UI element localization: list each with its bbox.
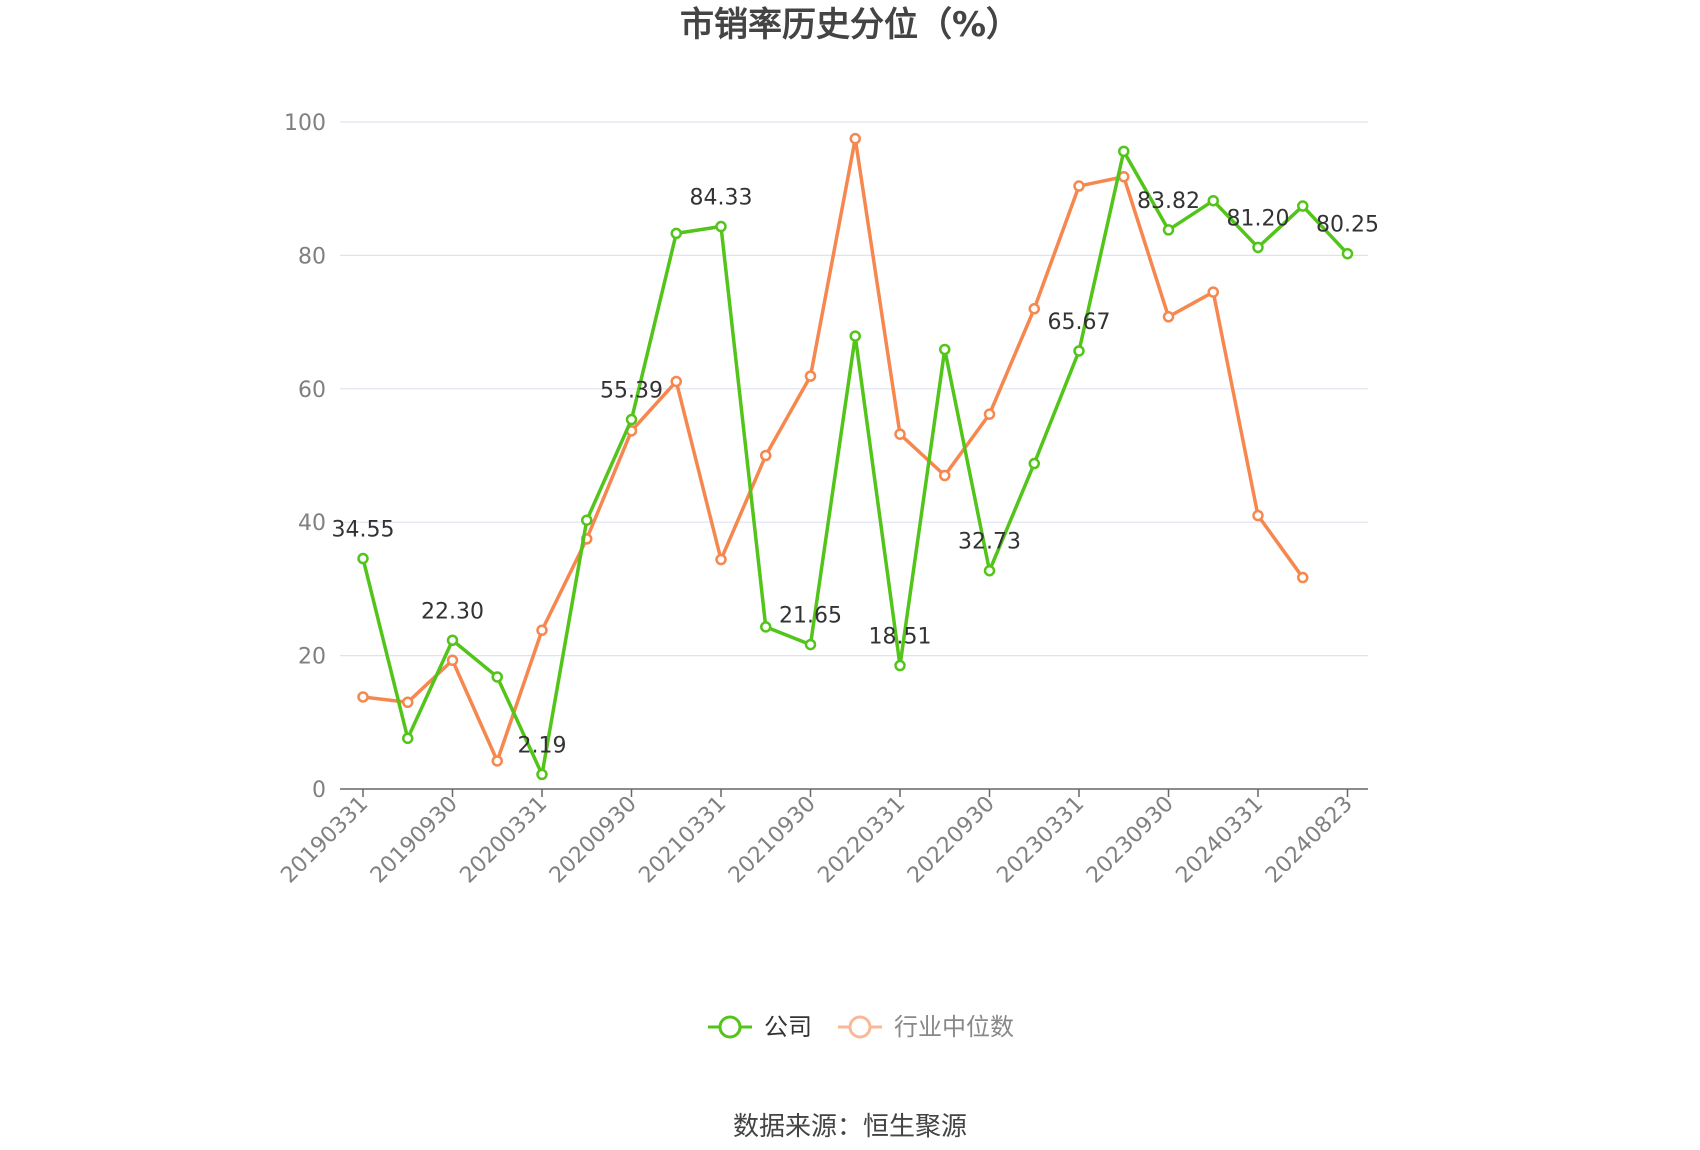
- x-tick-label: 20220331: [813, 792, 910, 889]
- x-tick-label: 20230930: [1082, 792, 1179, 889]
- data-point[interactable]: [894, 659, 906, 672]
- data-point[interactable]: [849, 330, 861, 342]
- series-layer: [357, 132, 1354, 781]
- data-point[interactable]: [402, 696, 414, 709]
- legend-item-company[interactable]: 公司: [708, 1013, 812, 1041]
- legend: 公司 行业中位数: [708, 1013, 1014, 1041]
- series-0: [357, 145, 1354, 781]
- series-line: [361, 149, 1349, 777]
- data-point[interactable]: [849, 132, 861, 145]
- data-label: 22.30: [421, 599, 484, 624]
- data-point[interactable]: [804, 638, 817, 651]
- data-point[interactable]: [1073, 345, 1085, 357]
- data-point[interactable]: [1028, 457, 1040, 470]
- y-axis-ticks: 0 20 40 60 80 100: [284, 111, 326, 803]
- y-tick-label: 40: [298, 511, 326, 536]
- data-point[interactable]: [1341, 247, 1354, 260]
- data-point[interactable]: [402, 732, 414, 745]
- data-point[interactable]: [670, 375, 682, 388]
- chart-title: 市销率历史分位（%）: [680, 5, 1020, 45]
- y-tick-label: 60: [298, 378, 326, 403]
- data-label: 83.82: [1137, 189, 1200, 214]
- data-point[interactable]: [1073, 180, 1085, 192]
- data-point[interactable]: [939, 469, 951, 482]
- x-tick-label: 20220930: [903, 792, 1000, 889]
- x-tick-label: 20200331: [455, 792, 552, 889]
- data-point[interactable]: [1118, 145, 1130, 158]
- legend-item-industry-median[interactable]: 行业中位数: [838, 1013, 1014, 1041]
- data-point[interactable]: [894, 428, 906, 440]
- data-point[interactable]: [1207, 286, 1219, 298]
- data-label: 34.55: [332, 518, 395, 543]
- data-point[interactable]: [625, 413, 638, 426]
- data-point[interactable]: [1297, 571, 1309, 584]
- data-label: 65.67: [1048, 310, 1111, 335]
- series-line: [362, 136, 1305, 763]
- data-point[interactable]: [1162, 224, 1175, 236]
- legend-company-label: 公司: [764, 1013, 812, 1041]
- x-tick-label: 20230331: [992, 792, 1089, 889]
- y-tick-label: 0: [312, 778, 326, 803]
- data-point[interactable]: [536, 768, 548, 781]
- data-label: 21.65: [779, 604, 842, 629]
- data-point[interactable]: [760, 621, 772, 633]
- data-point[interactable]: [491, 671, 503, 683]
- source-note: 数据来源：恒生聚源: [733, 1112, 967, 1142]
- x-axis: 2019033120190930202003312020093020210331…: [276, 788, 1368, 889]
- data-point[interactable]: [804, 370, 817, 382]
- y-tick-label: 100: [284, 111, 326, 136]
- data-point[interactable]: [760, 449, 772, 462]
- data-point[interactable]: [446, 634, 459, 647]
- data-point[interactable]: [581, 514, 593, 526]
- legend-industry-label: 行业中位数: [894, 1013, 1014, 1041]
- data-label: 84.33: [690, 186, 753, 211]
- legend-industry-marker: [848, 1015, 872, 1039]
- data-point[interactable]: [536, 624, 548, 637]
- data-point[interactable]: [446, 654, 459, 667]
- data-point[interactable]: [1162, 311, 1175, 323]
- data-point[interactable]: [939, 343, 951, 356]
- x-tick-label: 20240331: [1171, 792, 1268, 889]
- data-point[interactable]: [715, 220, 727, 233]
- data-point[interactable]: [983, 564, 996, 577]
- data-point[interactable]: [491, 755, 503, 767]
- data-label: 18.51: [869, 625, 932, 650]
- x-tick-label: 20190331: [276, 792, 373, 889]
- data-point[interactable]: [357, 552, 369, 565]
- gridlines: [340, 121, 1368, 657]
- data-point[interactable]: [1252, 509, 1264, 522]
- x-tick-label: 20210930: [724, 792, 821, 889]
- y-tick-label: 20: [298, 645, 326, 670]
- data-point[interactable]: [715, 553, 727, 566]
- data-point[interactable]: [1297, 200, 1309, 212]
- x-tick-label: 20240823: [1261, 792, 1358, 889]
- data-labels: 34.55 22.30 2.19 55.39 84.33 21.65 18.51 32.73 6…: [332, 186, 1379, 759]
- data-point[interactable]: [670, 227, 682, 240]
- x-tick-label: 20210331: [634, 792, 731, 889]
- data-label: 81.20: [1227, 206, 1290, 231]
- x-tick-label: 20200930: [545, 792, 642, 889]
- data-label: 2.19: [518, 733, 567, 758]
- data-point[interactable]: [1028, 303, 1040, 315]
- data-point[interactable]: [983, 408, 996, 420]
- data-point[interactable]: [1252, 241, 1264, 254]
- data-label: 55.39: [600, 379, 663, 404]
- data-point[interactable]: [1207, 194, 1219, 207]
- data-point[interactable]: [357, 691, 369, 703]
- data-label: 80.25: [1316, 213, 1379, 238]
- data-point[interactable]: [1118, 170, 1130, 183]
- legend-company-marker: [718, 1015, 742, 1039]
- x-tick-label: 20190930: [366, 792, 463, 889]
- y-tick-label: 80: [298, 244, 326, 269]
- data-label: 32.73: [958, 530, 1021, 555]
